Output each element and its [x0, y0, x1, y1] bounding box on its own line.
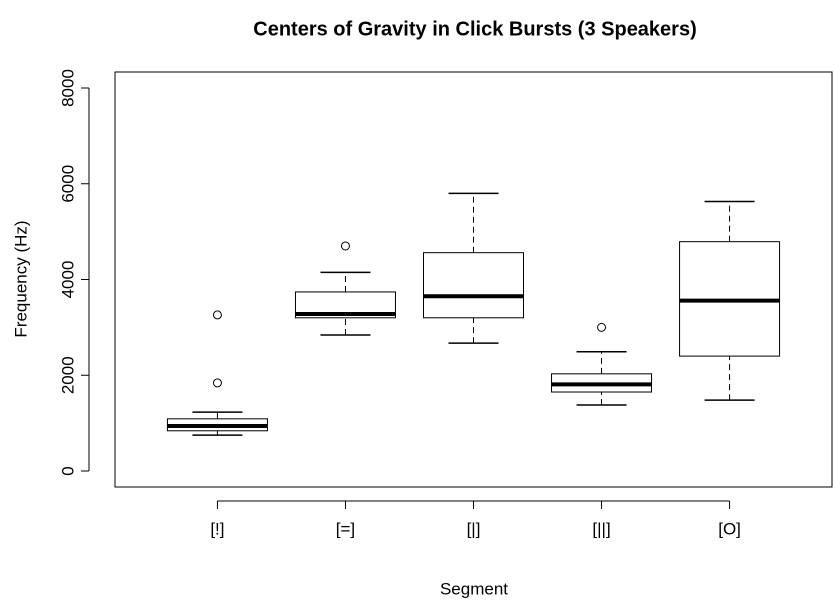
plot-frame [114, 71, 833, 488]
outlier [340, 241, 350, 251]
outlier [597, 322, 607, 332]
y-tick-label: 0 [58, 466, 77, 475]
x-tick-label: [=] [336, 519, 355, 538]
x-axis-label: Segment [440, 579, 508, 598]
x-tick-label: [O] [718, 519, 741, 538]
x-tick-label: [|] [467, 519, 481, 538]
y-tick-label: 6000 [58, 165, 77, 203]
box [423, 252, 524, 319]
y-tick-label: 8000 [58, 69, 77, 107]
y-axis-label: Frequency (Hz) [11, 220, 30, 337]
x-tick-label: [!] [210, 519, 224, 538]
y-tick-label: 4000 [58, 261, 77, 299]
outlier [212, 378, 222, 388]
chart-title: Centers of Gravity in Click Bursts (3 Sp… [253, 18, 697, 40]
outlier [212, 310, 222, 320]
y-tick-label: 2000 [58, 356, 77, 394]
x-tick-label: [||] [592, 519, 610, 538]
